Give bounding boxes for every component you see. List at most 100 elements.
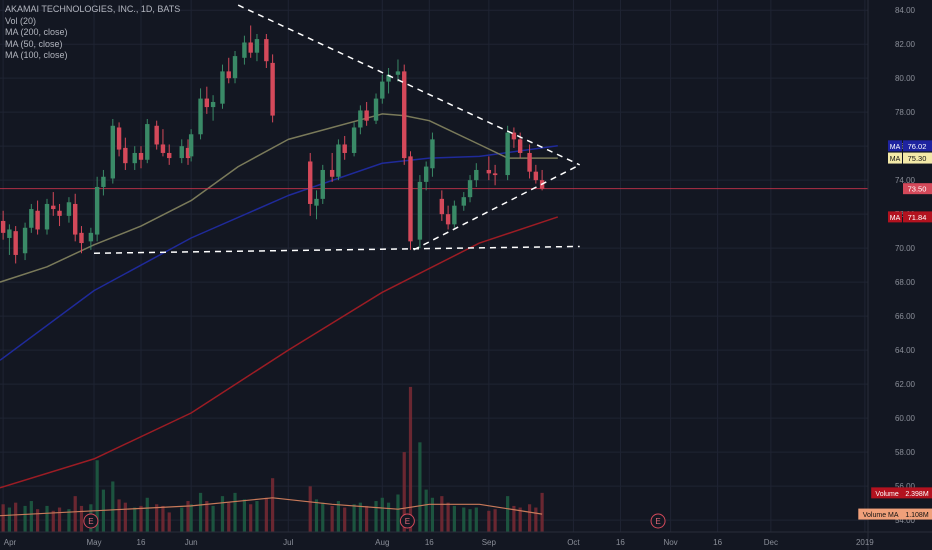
- candle: [439, 190, 445, 221]
- candle-body: [79, 232, 84, 244]
- legend-ma50[interactable]: MA (50, close): [5, 38, 63, 49]
- candle-body: [94, 186, 100, 235]
- candle: [242, 35, 247, 65]
- volume-bar: [255, 501, 259, 532]
- candle: [452, 200, 457, 228]
- candle-body: [461, 197, 466, 206]
- price-badge: MA 76.02: [888, 140, 932, 152]
- volume-bar: [330, 505, 334, 532]
- volume-badge-value-bg: [903, 487, 932, 499]
- legend-volume[interactable]: Vol (20): [5, 15, 37, 26]
- price-tick-label: 84.00: [895, 6, 916, 15]
- price-axis-panel: [868, 0, 932, 550]
- candle-body: [417, 181, 423, 240]
- candle: [88, 227, 94, 250]
- earnings-marker[interactable]: E: [399, 513, 415, 529]
- volume-bar: [145, 497, 149, 532]
- volume-bar: [452, 505, 456, 532]
- candle: [423, 161, 429, 191]
- volume-bar: [180, 507, 184, 532]
- ma50-line: [0, 113, 558, 283]
- volume-bar: [380, 497, 384, 532]
- candle-body: [226, 71, 231, 79]
- price-tick-label: 58.00: [895, 448, 916, 457]
- candle-body: [373, 98, 379, 121]
- candle-body: [123, 147, 128, 164]
- candle: [248, 25, 253, 58]
- candle-body: [232, 56, 238, 79]
- candle: [492, 164, 498, 186]
- time-tick-label: Aug: [375, 538, 389, 547]
- time-tick-label: Apr: [4, 538, 17, 547]
- volume-bar: [321, 502, 325, 532]
- price-badge-value-bg: [903, 140, 932, 152]
- candle: [395, 59, 401, 82]
- candle-body: [160, 144, 166, 153]
- candle-body: [35, 210, 40, 230]
- price-badge-value: 71.84: [908, 213, 927, 222]
- volume-badge-value-bg: [903, 508, 932, 520]
- legend: AKAMAI TECHNOLOGIES, INC., 1D, BATS Vol …: [5, 4, 180, 62]
- candle: [132, 146, 137, 170]
- volume-bar: [186, 501, 190, 532]
- volume-bar: [308, 486, 312, 532]
- candle: [7, 224, 12, 255]
- candle-body: [329, 169, 335, 177]
- volume-bar: [534, 507, 538, 532]
- candle-body: [210, 101, 216, 108]
- volume-bar: [45, 505, 49, 532]
- earnings-marker[interactable]: E: [83, 513, 99, 529]
- volume-bar: [198, 492, 203, 532]
- candle-body: [154, 125, 159, 145]
- candle-body: [270, 62, 275, 116]
- volume-bar: [161, 505, 165, 532]
- price-badge-tag: [888, 140, 902, 152]
- legend-ma200[interactable]: MA (200, close): [5, 27, 68, 37]
- candle: [486, 156, 492, 181]
- earnings-marker[interactable]: E: [650, 513, 666, 529]
- price-tick-label: 64.00: [895, 346, 916, 355]
- volume-bar: [1, 504, 5, 532]
- candle-body: [132, 152, 137, 164]
- volume-bar: [540, 492, 544, 532]
- candle-body: [57, 210, 62, 216]
- candle-body: [185, 147, 191, 159]
- price-badge-value: 73.50: [908, 185, 927, 194]
- candle-body: [386, 74, 391, 82]
- volume-bar: [430, 497, 435, 532]
- time-tick-label: 2019: [856, 538, 874, 547]
- candle: [461, 192, 466, 211]
- candle-body: [364, 110, 369, 121]
- price-badge-tag: [888, 211, 902, 223]
- candle: [198, 88, 203, 140]
- time-tick-label: Jul: [283, 538, 293, 547]
- candle: [351, 122, 357, 157]
- legend-ma100[interactable]: MA (100, close): [5, 50, 68, 60]
- volume-bar: [358, 502, 362, 532]
- candle: [94, 176, 100, 242]
- candle: [167, 144, 172, 165]
- candle-body: [505, 132, 510, 176]
- candle: [220, 64, 225, 109]
- candle-body: [29, 209, 34, 228]
- candle-body: [395, 71, 401, 75]
- volume-bar: [249, 504, 253, 532]
- candle-body: [167, 152, 172, 159]
- candle: [110, 118, 116, 184]
- price-badge: MA 71.84: [888, 211, 932, 223]
- volume-bar: [271, 478, 275, 532]
- candle: [210, 95, 216, 121]
- volume-bar: [111, 481, 115, 532]
- candle: [445, 205, 451, 230]
- volume-badge-tag: [871, 487, 903, 499]
- volume-bar: [79, 505, 84, 532]
- candle: [145, 118, 150, 164]
- candle: [232, 50, 238, 84]
- candle: [160, 129, 166, 157]
- volume-bars: [1, 386, 544, 532]
- candle: [417, 175, 423, 249]
